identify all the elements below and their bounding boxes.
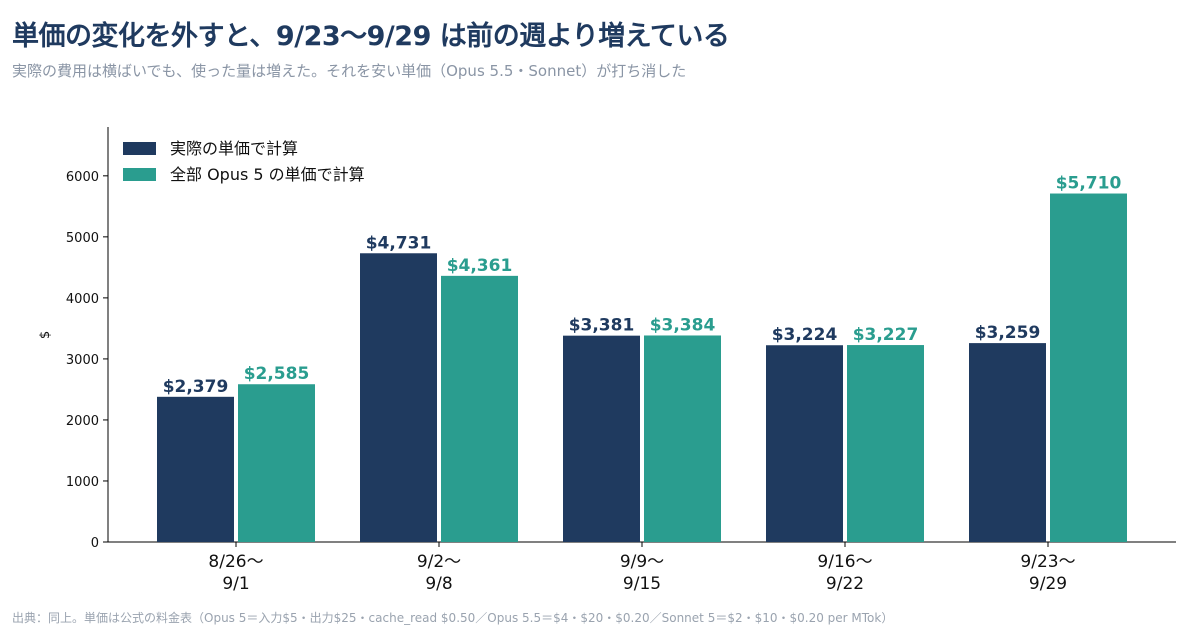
x-tick-label: 9/9〜 — [620, 552, 664, 572]
y-tick-label: 3000 — [66, 353, 99, 368]
x-tick-label: 8/26〜 — [208, 552, 263, 572]
y-tick-label: 4000 — [66, 292, 99, 307]
chart-subtitle: 実際の費用は横ばいでも、使った量は増えた。それを安い単価（Opus 5.5・So… — [12, 62, 687, 80]
bar — [157, 396, 234, 542]
data-label: $3,381 — [569, 316, 635, 336]
data-label: $4,361 — [447, 256, 513, 276]
y-tick-label: 6000 — [66, 170, 99, 185]
y-tick-label: 2000 — [66, 414, 99, 429]
data-label: $3,384 — [650, 315, 716, 335]
bar — [644, 335, 721, 542]
bar — [238, 384, 315, 542]
data-label: $4,731 — [366, 233, 432, 253]
bar — [441, 275, 518, 542]
data-label: $2,585 — [244, 364, 310, 384]
x-tick-label: 9/1 — [222, 574, 249, 594]
bar — [1050, 193, 1127, 542]
x-tick-label: 9/2〜 — [417, 552, 461, 572]
y-axis-label: $ — [38, 331, 53, 339]
data-label: $3,224 — [772, 325, 838, 345]
bar — [360, 253, 437, 543]
x-tick-label: 9/8 — [425, 574, 452, 594]
bar — [563, 335, 640, 542]
data-label: $3,259 — [975, 323, 1041, 343]
data-label: $5,710 — [1056, 174, 1122, 194]
bar — [969, 343, 1046, 542]
bar — [766, 345, 843, 542]
y-tick-label: 1000 — [66, 475, 99, 490]
x-tick-label: 9/22 — [826, 574, 864, 594]
legend-label: 実際の単価で計算 — [170, 139, 298, 158]
legend-swatch — [123, 142, 156, 155]
legend-label: 全部 Opus 5 の単価で計算 — [170, 165, 365, 184]
legend-swatch — [123, 168, 156, 181]
bar — [847, 345, 924, 542]
chart-title: 単価の変化を外すと、9/23〜9/29 は前の週より増えている — [12, 21, 730, 52]
data-label: $2,379 — [163, 377, 229, 397]
x-tick-label: 9/23〜 — [1020, 552, 1075, 572]
footnote: 出典：同上。単価は公式の料金表（Opus 5＝入力$5・出力$25・cache_… — [12, 611, 894, 625]
y-tick-label: 0 — [91, 536, 99, 551]
data-label: $3,227 — [853, 325, 919, 345]
y-tick-label: 5000 — [66, 231, 99, 246]
x-tick-label: 9/15 — [623, 574, 661, 594]
x-tick-label: 9/29 — [1029, 574, 1067, 594]
x-tick-label: 9/16〜 — [817, 552, 872, 572]
